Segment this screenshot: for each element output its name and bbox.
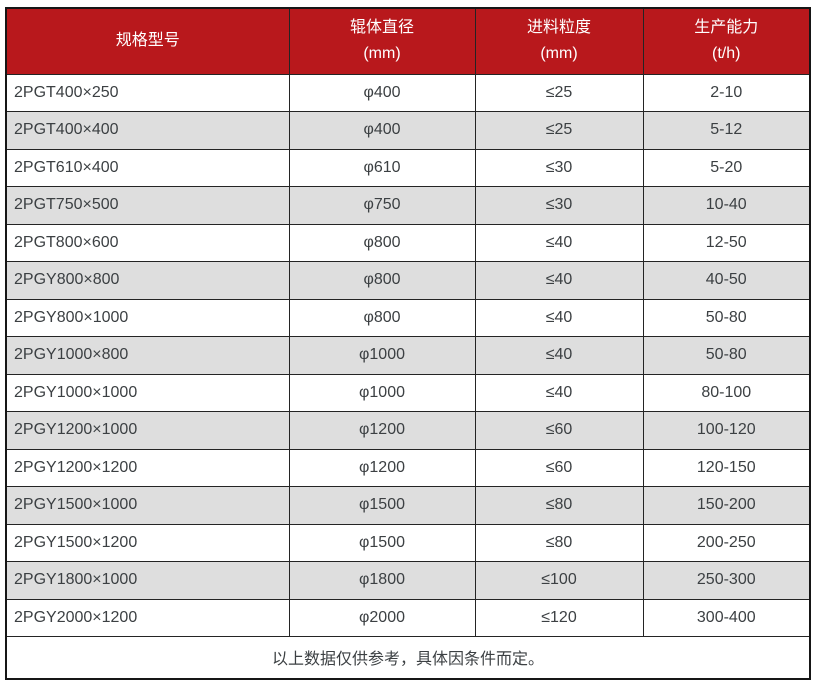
header-cell-feed-size: 进料粒度 (mm) [474, 7, 644, 75]
header-unit-capacity: (t/h) [712, 45, 741, 63]
footer-row: 以上数据仅供参考，具体因条件而定。 [5, 636, 811, 679]
table-footer: 以上数据仅供参考，具体因条件而定。 [5, 636, 811, 679]
feed-size-cell: ≤120 [474, 598, 644, 637]
table-header-row: 规格型号 辊体直径 (mm) 进料粒度 (mm) 生产能力 (t/h) [5, 7, 811, 75]
table-row: 2PGY1500×1200 φ1500 ≤80 200-250 [5, 523, 811, 562]
feed-size-cell: ≤60 [474, 448, 644, 487]
roller-diameter-cell: φ800 [288, 223, 476, 262]
model-cell: 2PGT400×400 [5, 111, 290, 150]
model-cell: 2PGT750×500 [5, 186, 290, 225]
header-unit-roller-diameter: (mm) [363, 45, 401, 63]
feed-size-cell: ≤25 [474, 111, 644, 150]
capacity-cell: 12-50 [642, 223, 811, 262]
header-cell-capacity: 生产能力 (t/h) [642, 7, 811, 75]
feed-size-cell: ≤30 [474, 148, 644, 187]
model-cell: 2PGT800×600 [5, 223, 290, 262]
model-cell: 2PGY1200×1200 [5, 448, 290, 487]
table-body: 2PGT400×250 φ400 ≤25 2-10 2PGT400×400 φ400 ≤25… [5, 73, 811, 637]
table-row: 2PGY1800×1000 φ1800 ≤100 250-300 [5, 561, 811, 600]
capacity-cell: 250-300 [642, 561, 811, 600]
capacity-cell: 2-10 [642, 73, 811, 112]
table-row: 2PGT400×400 φ400 ≤25 5-12 [5, 111, 811, 150]
roller-diameter-cell: φ1000 [288, 373, 476, 412]
capacity-cell: 50-80 [642, 298, 811, 337]
feed-size-cell: ≤40 [474, 261, 644, 300]
table-row: 2PGT800×600 φ800 ≤40 12-50 [5, 223, 811, 262]
roller-diameter-cell: φ400 [288, 73, 476, 112]
table-row: 2PGY800×1000 φ800 ≤40 50-80 [5, 298, 811, 337]
roller-diameter-cell: φ1500 [288, 486, 476, 525]
feed-size-cell: ≤40 [474, 373, 644, 412]
header-unit-feed-size: (mm) [540, 45, 578, 63]
feed-size-cell: ≤40 [474, 336, 644, 375]
roller-diameter-cell: φ750 [288, 186, 476, 225]
capacity-cell: 50-80 [642, 336, 811, 375]
model-cell: 2PGT400×250 [5, 73, 290, 112]
roller-diameter-cell: φ1500 [288, 523, 476, 562]
table-row: 2PGY1000×800 φ1000 ≤40 50-80 [5, 336, 811, 375]
capacity-cell: 40-50 [642, 261, 811, 300]
header-cell-model: 规格型号 [5, 7, 290, 75]
model-cell: 2PGY1200×1000 [5, 411, 290, 450]
capacity-cell: 10-40 [642, 186, 811, 225]
table-row: 2PGY1200×1200 φ1200 ≤60 120-150 [5, 448, 811, 487]
spec-table: 规格型号 辊体直径 (mm) 进料粒度 (mm) 生产能力 (t/h) 2PGT… [5, 7, 811, 680]
roller-diameter-cell: φ1200 [288, 411, 476, 450]
feed-size-cell: ≤40 [474, 223, 644, 262]
capacity-cell: 200-250 [642, 523, 811, 562]
capacity-cell: 80-100 [642, 373, 811, 412]
feed-size-cell: ≤60 [474, 411, 644, 450]
header-label-model: 规格型号 [115, 32, 180, 50]
model-cell: 2PGY800×1000 [5, 298, 290, 337]
table-row: 2PGY1000×1000 φ1000 ≤40 80-100 [5, 373, 811, 412]
header-cell-roller-diameter: 辊体直径 (mm) [288, 7, 476, 75]
table-row: 2PGY1500×1000 φ1500 ≤80 150-200 [5, 486, 811, 525]
table-header: 规格型号 辊体直径 (mm) 进料粒度 (mm) 生产能力 (t/h) [5, 7, 811, 75]
model-cell: 2PGY2000×1200 [5, 598, 290, 637]
table-row: 2PGT400×250 φ400 ≤25 2-10 [5, 73, 811, 112]
roller-diameter-cell: φ1800 [288, 561, 476, 600]
capacity-cell: 120-150 [642, 448, 811, 487]
model-cell: 2PGY1500×1200 [5, 523, 290, 562]
capacity-cell: 100-120 [642, 411, 811, 450]
feed-size-cell: ≤25 [474, 73, 644, 112]
roller-diameter-cell: φ400 [288, 111, 476, 150]
table-row: 2PGY800×800 φ800 ≤40 40-50 [5, 261, 811, 300]
roller-diameter-cell: φ610 [288, 148, 476, 187]
capacity-cell: 300-400 [642, 598, 811, 637]
model-cell: 2PGY1800×1000 [5, 561, 290, 600]
feed-size-cell: ≤30 [474, 186, 644, 225]
roller-diameter-cell: φ1000 [288, 336, 476, 375]
capacity-cell: 150-200 [642, 486, 811, 525]
roller-diameter-cell: φ800 [288, 298, 476, 337]
feed-size-cell: ≤80 [474, 523, 644, 562]
roller-diameter-cell: φ1200 [288, 448, 476, 487]
table-row: 2PGY1200×1000 φ1200 ≤60 100-120 [5, 411, 811, 450]
feed-size-cell: ≤80 [474, 486, 644, 525]
model-cell: 2PGY800×800 [5, 261, 290, 300]
feed-size-cell: ≤100 [474, 561, 644, 600]
capacity-cell: 5-12 [642, 111, 811, 150]
feed-size-cell: ≤40 [474, 298, 644, 337]
model-cell: 2PGY1000×1000 [5, 373, 290, 412]
model-cell: 2PGT610×400 [5, 148, 290, 187]
table-row: 2PGT610×400 φ610 ≤30 5-20 [5, 148, 811, 187]
model-cell: 2PGY1500×1000 [5, 486, 290, 525]
table-row: 2PGT750×500 φ750 ≤30 10-40 [5, 186, 811, 225]
model-cell: 2PGY1000×800 [5, 336, 290, 375]
roller-diameter-cell: φ2000 [288, 598, 476, 637]
footer-note: 以上数据仅供参考，具体因条件而定。 [5, 636, 811, 679]
header-label-feed-size: 进料粒度 [526, 19, 591, 37]
table-row: 2PGY2000×1200 φ2000 ≤120 300-400 [5, 598, 811, 637]
header-label-roller-diameter: 辊体直径 [349, 19, 414, 37]
header-label-capacity: 生产能力 [694, 19, 759, 37]
roller-diameter-cell: φ800 [288, 261, 476, 300]
capacity-cell: 5-20 [642, 148, 811, 187]
